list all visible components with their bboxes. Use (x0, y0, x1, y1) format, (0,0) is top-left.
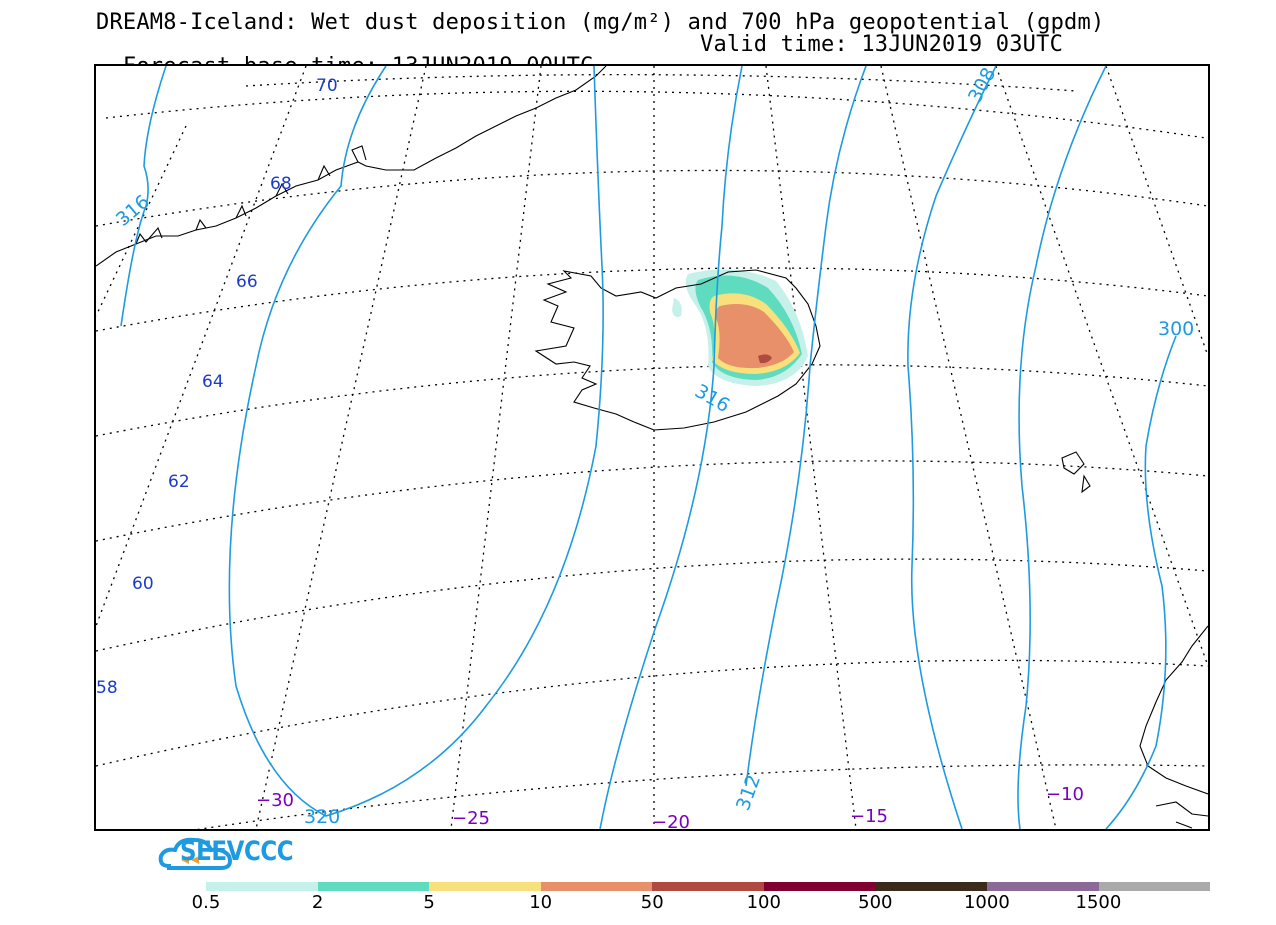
lat-circle-64 (96, 267, 1208, 332)
dust-deposition-area (672, 269, 808, 386)
coastlines (96, 66, 1208, 829)
longitude-gridlines (96, 66, 1208, 829)
contour-label-4: 320 (304, 806, 341, 828)
lon-label-0: −30 (256, 790, 294, 811)
contour-300 (1105, 335, 1177, 829)
meridian-5 (995, 66, 1208, 667)
contour-320 (228, 66, 604, 817)
meridian-15 (765, 66, 857, 829)
seevccc-cloud-icon (158, 837, 232, 870)
geopotential-contours (120, 66, 1177, 829)
contour-312 (745, 66, 867, 787)
lat-label-0: 70 (316, 76, 338, 96)
legend-swatch-2 (429, 882, 541, 891)
lat-label-5: 60 (132, 574, 154, 594)
lon-label-3: −15 (850, 806, 888, 827)
map-title: DREAM8-Iceland: Wet dust deposition (mg/… (96, 10, 1105, 35)
legend-swatch-0 (206, 882, 318, 891)
legend-swatch-8 (1098, 882, 1211, 891)
meridian-0 (1105, 66, 1208, 357)
dust-level-10 (715, 304, 794, 369)
lat-circle-60 (96, 460, 1208, 542)
greenland-coast (96, 66, 607, 267)
legend-swatch-3 (540, 882, 653, 891)
norway-coast (1139, 625, 1208, 795)
lat-circle-66 (96, 169, 1208, 227)
legend-swatch-5 (763, 882, 876, 891)
legend-swatch-7 (986, 882, 1099, 891)
lon-label-1: −25 (452, 808, 490, 829)
dust-level-0.5-b (672, 298, 682, 318)
contour-308 (907, 66, 997, 829)
seevccc-logo-text: SEEVCCC (180, 836, 294, 867)
iceland-coast (534, 269, 821, 431)
lat-label-6: 58 (96, 678, 118, 698)
legend-label-1: 2 (311, 892, 324, 913)
map-frame: 70 68 66 64 62 60 58 −30 −25 −20 −15 −10 316 308 300… (94, 64, 1210, 833)
lat-circle-56 (96, 659, 1208, 767)
color-legend-bar (206, 882, 1211, 891)
lat-label-1: 68 (270, 174, 292, 194)
legend-label-8: 1500 (1075, 892, 1122, 913)
lat-circle-62 (96, 364, 1208, 437)
legend-label-5: 100 (746, 892, 781, 913)
contour-304 (1017, 66, 1107, 829)
lat-label-2: 66 (236, 272, 258, 292)
map-canvas (96, 66, 1208, 829)
greenland-fjords (135, 145, 367, 245)
legend-label-7: 1000 (963, 892, 1010, 913)
legend-swatch-6 (875, 882, 987, 891)
legend-label-2: 5 (423, 892, 435, 913)
valid-time: Valid time: 13JUN2019 03UTC (700, 32, 1064, 57)
faroe-islands (1061, 451, 1091, 494)
legend-swatch-1 (317, 882, 430, 891)
lat-circle-70 (245, 73, 1077, 92)
dust-level-50 (758, 354, 772, 364)
contour-label-2: 300 (1158, 318, 1195, 340)
lat-label-4: 62 (168, 472, 190, 492)
legend-label-0: 0.5 (191, 892, 221, 913)
legend-label-4: 50 (640, 892, 664, 913)
lat-label-3: 64 (202, 372, 224, 392)
lat-circle-68 (105, 90, 1207, 139)
meridian-10 (880, 66, 1057, 829)
meridian-25 (450, 66, 542, 829)
legend-label-6: 500 (858, 892, 893, 913)
shetland-islands (1155, 801, 1208, 829)
contour-316-west (120, 66, 167, 327)
lon-label-4: −10 (1046, 784, 1084, 805)
legend-label-3: 10 (529, 892, 553, 913)
meridian-35 (96, 66, 307, 627)
latitude-gridlines (96, 73, 1208, 829)
lon-label-2: −20 (652, 812, 690, 833)
legend-swatch-4 (652, 882, 764, 891)
meridian-30 (255, 66, 427, 829)
contour-316-east (599, 66, 743, 829)
